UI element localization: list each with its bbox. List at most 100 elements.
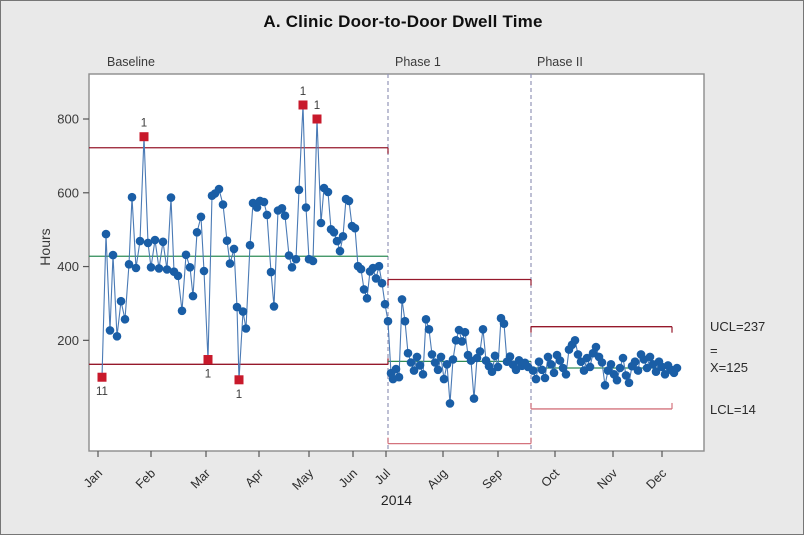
data-point bbox=[162, 265, 172, 274]
data-point bbox=[166, 193, 176, 202]
data-point bbox=[344, 196, 354, 206]
data-point bbox=[127, 192, 137, 202]
data-point bbox=[229, 244, 239, 254]
data-point bbox=[424, 325, 434, 334]
data-point bbox=[112, 332, 122, 341]
data-point bbox=[332, 236, 342, 246]
data-point bbox=[316, 218, 326, 228]
data-point bbox=[615, 363, 625, 373]
data-point bbox=[397, 295, 407, 304]
data-point bbox=[294, 185, 304, 195]
data-point bbox=[362, 294, 372, 303]
data-point bbox=[218, 200, 228, 209]
data-point bbox=[135, 236, 145, 246]
data-point bbox=[374, 261, 384, 271]
data-point bbox=[259, 197, 269, 207]
flag-label: 11 bbox=[96, 386, 108, 398]
data-point bbox=[651, 367, 661, 377]
data-point bbox=[531, 374, 541, 384]
data-point bbox=[439, 374, 449, 384]
data-point bbox=[460, 327, 470, 337]
data-point bbox=[421, 315, 431, 324]
data-point bbox=[475, 347, 485, 356]
data-point bbox=[284, 251, 294, 260]
data-point bbox=[335, 246, 345, 256]
data-point bbox=[582, 353, 592, 363]
x-tick-label: Sep bbox=[479, 466, 505, 492]
x-axis-title: 2014 bbox=[380, 492, 413, 508]
data-point bbox=[146, 263, 156, 272]
data-point bbox=[433, 365, 443, 375]
flag-label: 1 bbox=[236, 389, 242, 401]
data-point bbox=[380, 299, 390, 309]
data-point bbox=[600, 381, 610, 390]
data-point bbox=[280, 211, 290, 220]
flagged-point bbox=[312, 114, 322, 124]
data-point bbox=[188, 291, 198, 301]
data-point bbox=[383, 316, 393, 326]
x-tick-label: Aug bbox=[424, 466, 450, 492]
data-point bbox=[277, 204, 287, 213]
data-point bbox=[105, 326, 115, 335]
flagged-point bbox=[234, 375, 244, 385]
flag-label: 1 bbox=[300, 86, 306, 98]
data-point bbox=[177, 306, 187, 316]
data-point bbox=[391, 364, 401, 374]
data-point bbox=[101, 229, 111, 239]
phase-label-baseline: Baseline bbox=[107, 55, 155, 69]
x-tick-label: Apr bbox=[242, 466, 266, 490]
data-point bbox=[499, 319, 509, 329]
data-point bbox=[291, 254, 301, 264]
y-tick-label: 800 bbox=[57, 112, 79, 127]
data-point bbox=[505, 352, 515, 361]
data-point bbox=[120, 315, 130, 324]
data-point bbox=[528, 366, 538, 375]
data-point bbox=[561, 370, 571, 379]
chart-title: A. Clinic Door-to-Door Dwell Time bbox=[263, 12, 543, 31]
data-point bbox=[427, 350, 437, 359]
phase-label-phase1: Phase 1 bbox=[395, 55, 441, 69]
data-point bbox=[232, 302, 242, 312]
data-point bbox=[266, 267, 276, 277]
x-tick-label: Jan bbox=[81, 466, 105, 490]
data-point bbox=[618, 353, 628, 363]
data-point bbox=[323, 187, 333, 197]
data-point bbox=[406, 358, 416, 367]
data-point bbox=[158, 237, 168, 247]
data-point bbox=[225, 259, 235, 268]
xbar-overline: = bbox=[710, 343, 718, 358]
data-point bbox=[308, 256, 318, 266]
x-tick-label: Jul bbox=[372, 466, 393, 487]
flagged-point bbox=[97, 372, 107, 382]
phase-label-phase2: Phase II bbox=[537, 55, 583, 69]
data-point bbox=[143, 238, 153, 248]
data-point bbox=[597, 358, 607, 367]
data-point bbox=[606, 360, 616, 369]
data-point bbox=[116, 296, 126, 306]
data-point bbox=[185, 263, 195, 272]
lcl-annotation: LCL=14 bbox=[710, 402, 756, 417]
data-point bbox=[356, 264, 366, 274]
data-point bbox=[660, 370, 670, 379]
data-point bbox=[199, 266, 209, 276]
data-point bbox=[181, 250, 191, 260]
data-point bbox=[546, 360, 556, 369]
data-point bbox=[543, 352, 553, 362]
xbar-annotation: X=125 bbox=[710, 360, 748, 375]
data-point bbox=[241, 324, 251, 333]
data-point bbox=[412, 352, 422, 362]
data-point bbox=[612, 375, 622, 385]
flag-label: 1 bbox=[141, 118, 147, 130]
data-point bbox=[448, 355, 458, 364]
data-point bbox=[478, 325, 488, 334]
flagged-point bbox=[203, 355, 213, 365]
data-point bbox=[472, 353, 482, 363]
y-tick-label: 200 bbox=[57, 333, 79, 348]
x-tick-label: Nov bbox=[594, 466, 620, 492]
y-tick-label: 400 bbox=[57, 259, 79, 274]
data-point bbox=[624, 378, 634, 388]
data-point bbox=[377, 278, 387, 288]
data-point bbox=[222, 236, 232, 245]
flag-label: 1 bbox=[314, 100, 320, 112]
flagged-point bbox=[139, 132, 149, 142]
